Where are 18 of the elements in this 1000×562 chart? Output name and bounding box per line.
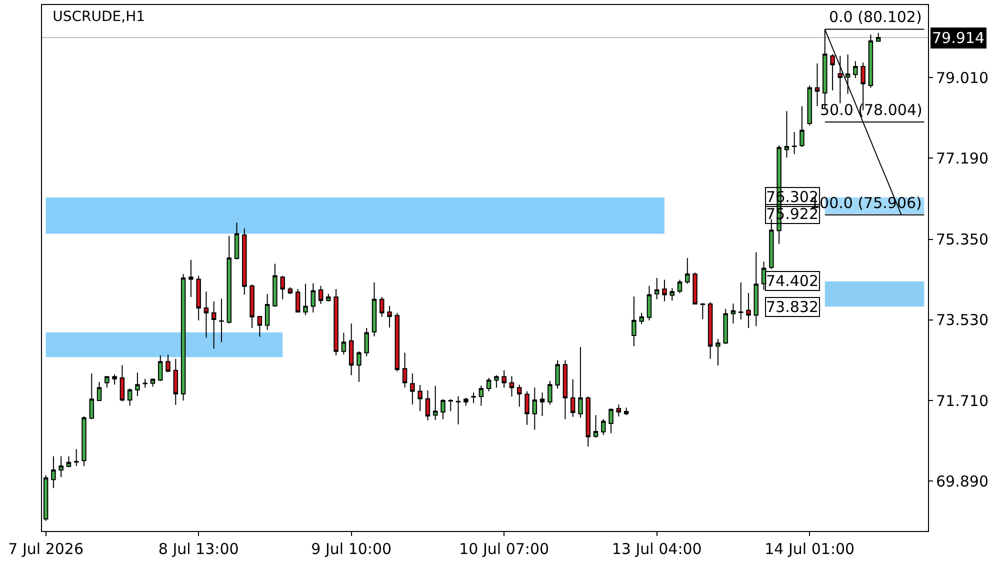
ref-line-label: 79.914: [932, 29, 984, 47]
series-label: 0.0 (80.102): [829, 8, 922, 26]
series-label: 50.0 (78.004): [820, 101, 922, 119]
x-tick-label: 7 Jul 2026: [8, 540, 84, 558]
chart-title: USCRUDE,H1: [52, 8, 146, 25]
y-tick-label: 77.190: [936, 149, 988, 168]
y-tick-label: 71.710: [936, 392, 988, 410]
y-tick-label: 69.890: [936, 472, 988, 490]
x-tick-label: 8 Jul 13:00: [158, 540, 239, 558]
x-tick-label: 14 Jul 01:00: [764, 540, 855, 558]
x-tick-label: 13 Jul 04:00: [612, 540, 702, 558]
x-tick-label: 9 Jul 10:00: [311, 540, 392, 558]
x-tick-label: 10 Jul 07:00: [459, 540, 550, 558]
y-tick-label: 79.010: [936, 68, 988, 87]
annotation: 73.832: [766, 298, 818, 316]
y-tick-label: 75.350: [936, 230, 988, 249]
y-tick-label: 73.530: [936, 311, 988, 330]
annotation: 74.402: [766, 272, 818, 290]
